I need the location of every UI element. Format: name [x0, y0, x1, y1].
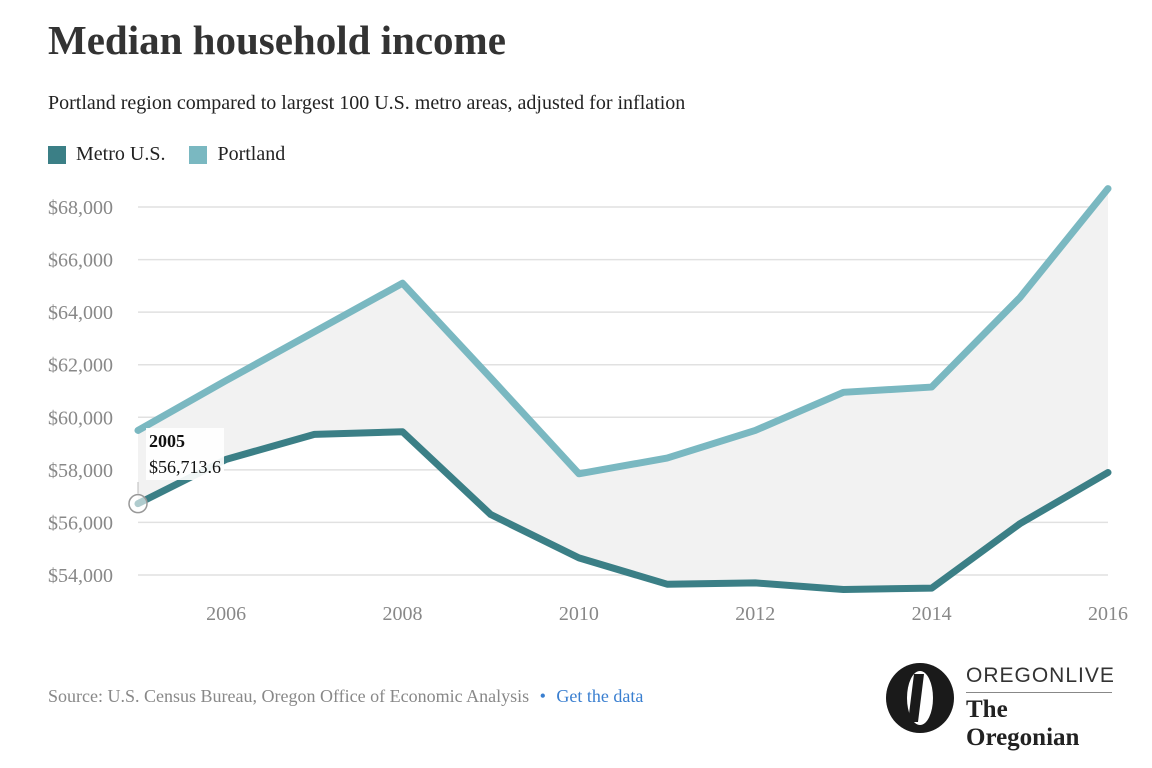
x-tick-label-2006: 2006 [206, 603, 246, 625]
legend-item-portland[interactable]: Portland [189, 143, 285, 166]
tooltip-value: $56,713.6 [149, 457, 221, 477]
y-tick-label-56000: $56,000 [48, 512, 113, 534]
legend-label-portland: Portland [217, 143, 286, 165]
line-chart[interactable]: $54,000 $56,000 $58,000 $60,000 $62,000 $64,0… [0, 0, 1152, 660]
logo-the-oregonian: The Oregonian [966, 696, 1080, 751]
series-line-metro-u-s [134, 428, 1112, 593]
highlight-marks [128, 482, 148, 514]
legend: Metro U.S. Portland [48, 143, 309, 166]
y-tick-label-66000: $66,000 [48, 250, 113, 272]
legend-swatch-metro-us [48, 145, 66, 164]
tooltip-year: 2005 [149, 431, 185, 451]
legend-item-metro-us[interactable]: Metro U.S. [48, 143, 165, 166]
series-lines [134, 185, 1112, 593]
y-tick-label-60000: $60,000 [48, 407, 113, 429]
chart-title: Median household income [48, 17, 506, 63]
oregonian-o-icon [886, 663, 954, 733]
x-tick-label-2008: 2008 [383, 603, 423, 625]
y-axis: $54,000 $56,000 $58,000 $60,000 $62,000 $64,0… [48, 197, 113, 587]
chart-subtitle: Portland region compared to largest 100 … [48, 92, 686, 114]
gap-area [138, 188, 1108, 590]
y-tick-label-64000: $64,000 [48, 302, 113, 324]
x-tick-label-2014: 2014 [912, 603, 952, 625]
source-text: Source: U.S. Census Bureau, Oregon Offic… [48, 686, 530, 706]
source-line: Source: U.S. Census Bureau, Oregon Offic… [48, 686, 643, 707]
get-the-data-link[interactable]: Get the data [556, 686, 644, 706]
y-tick-label-54000: $54,000 [48, 565, 113, 587]
oregonian-logo[interactable]: OREGONLIVE The Oregonian [884, 660, 1124, 751]
legend-label-metro-us: Metro U.S. [76, 143, 166, 165]
logo-oregonlive: OREGONLIVE [966, 664, 1115, 687]
legend-swatch-portland [189, 145, 208, 164]
x-tick-label-2012: 2012 [735, 603, 775, 625]
highlight-point [128, 493, 148, 514]
x-axis: 2006 2008 2010 2012 2014 2016 [206, 603, 1128, 625]
source-separator: • [539, 686, 546, 706]
logo-divider [966, 692, 1112, 693]
x-tick-label-2010: 2010 [559, 603, 599, 625]
tooltip: 2005 $56,713.6 [146, 428, 224, 480]
gap-fill [138, 188, 1108, 590]
y-tick-label-58000: $58,000 [48, 460, 113, 482]
y-tick-label-68000: $68,000 [48, 197, 113, 219]
y-tick-label-62000: $62,000 [48, 355, 113, 377]
series-line-portland [134, 185, 1112, 478]
x-tick-label-2016: 2016 [1088, 603, 1128, 625]
